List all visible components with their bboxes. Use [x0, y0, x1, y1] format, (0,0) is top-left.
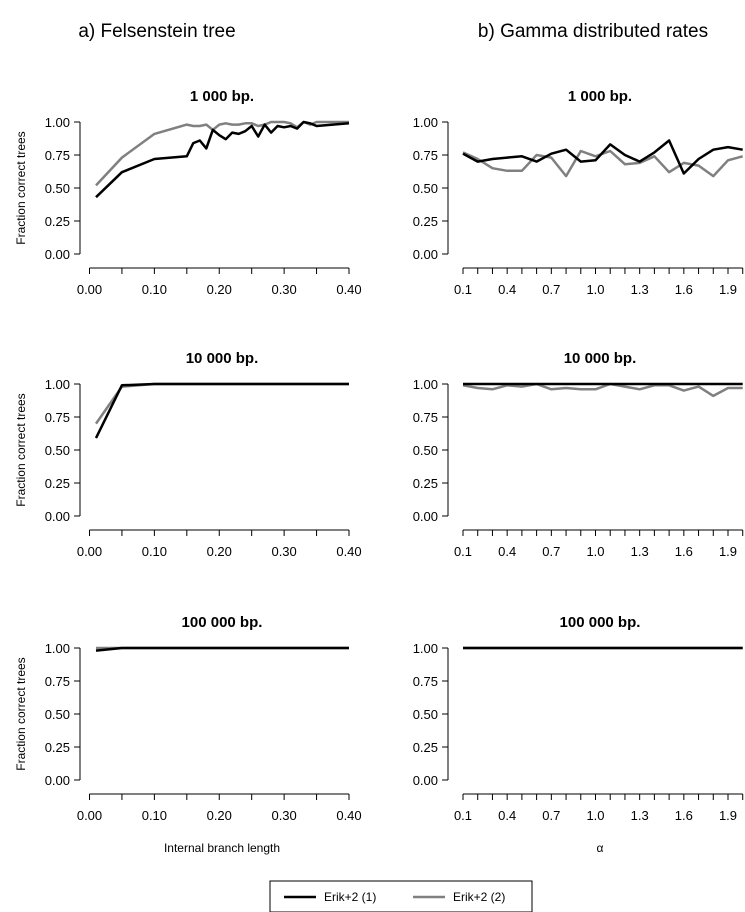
y-tick-label: 0.75: [45, 674, 70, 689]
x-tick-label: 1.0: [586, 544, 604, 559]
x-tick-label: 1.0: [586, 808, 604, 823]
y-tick-label: 0.50: [413, 443, 438, 458]
y-tick-label: 1.00: [413, 377, 438, 392]
series-line-2: [95, 120, 349, 187]
y-tick-label: 1.00: [413, 115, 438, 130]
y-tick-label: 0.50: [45, 181, 70, 196]
series-line-2: [94, 382, 349, 425]
y-tick-label: 0.50: [45, 443, 70, 458]
x-tick-label: 0.1: [454, 544, 472, 559]
x-tick-label: 0.40: [336, 808, 361, 823]
x-tick-label: 1.3: [631, 808, 649, 823]
series-line-2: [462, 382, 743, 398]
x-tick-label: 0.10: [142, 282, 167, 297]
y-tick-label: 0.75: [413, 674, 438, 689]
y-tick-label: 0.75: [45, 148, 70, 163]
y-tick-label: 0.00: [413, 509, 438, 524]
y-tick-label: 1.00: [45, 115, 70, 130]
x-tick-label: 0.4: [498, 544, 516, 559]
y-tick-label: 0.50: [413, 707, 438, 722]
x-tick-label: 0.40: [336, 544, 361, 559]
y-tick-label: 0.25: [45, 476, 70, 491]
y-tick-label: 0.75: [413, 148, 438, 163]
legend: Erik+2 (1) Erik+2 (2): [269, 880, 533, 912]
y-axis-label: Fraction correct trees: [14, 393, 28, 506]
panel-title: 1 000 bp.: [190, 88, 254, 105]
x-tick-label: 0.4: [498, 808, 516, 823]
x-tick-label: 0.40: [336, 282, 361, 297]
x-tick-label: 0.7: [542, 544, 560, 559]
x-tick-label: 1.0: [586, 282, 604, 297]
y-tick-label: 0.00: [45, 509, 70, 524]
series-line-1: [462, 139, 743, 175]
x-tick-label: 0.20: [207, 808, 232, 823]
x-tick-label: 0.00: [77, 808, 102, 823]
x-axis-label: Internal branch length: [164, 841, 280, 855]
plot-panel-1: 1 000 bp. 0.00 0.25 0.50 0.75 1.00 Fraction co…: [14, 88, 362, 297]
x-tick-label: 0.30: [271, 282, 296, 297]
y-tick-label: 0.75: [45, 410, 70, 425]
x-tick-label: 0.7: [542, 808, 560, 823]
x-tick-label: 0.1: [454, 808, 472, 823]
x-tick-label: 0.1: [454, 282, 472, 297]
x-tick-label: 0.10: [142, 808, 167, 823]
x-axis-label: α: [597, 841, 604, 855]
y-tick-label: 1.00: [413, 641, 438, 656]
y-tick-label: 0.00: [45, 773, 70, 788]
x-tick-label: 0.20: [207, 282, 232, 297]
panel-title: 10 000 bp.: [564, 350, 637, 367]
y-tick-label: 0.25: [413, 740, 438, 755]
panel-title: 10 000 bp.: [186, 350, 259, 367]
y-tick-label: 0.50: [413, 181, 438, 196]
plot-panel-4: 10 000 bp. 0.00 0.25 0.50 0.75 1.00 0.1 0.4 0.7 1…: [413, 350, 744, 559]
y-tick-label: 0.00: [45, 247, 70, 262]
x-tick-label: 0.00: [77, 544, 102, 559]
x-tick-label: 1.9: [719, 282, 737, 297]
y-tick-label: 0.25: [413, 476, 438, 491]
y-tick-label: 1.00: [45, 377, 70, 392]
y-tick-label: 0.00: [413, 247, 438, 262]
y-tick-label: 0.00: [413, 773, 438, 788]
x-tick-label: 1.6: [675, 282, 693, 297]
y-tick-label: 0.25: [45, 740, 70, 755]
x-tick-label: 1.9: [719, 544, 737, 559]
x-tick-label: 0.30: [271, 808, 296, 823]
x-tick-label: 0.10: [142, 544, 167, 559]
column-title-a: a) Felsenstein tree: [78, 21, 235, 42]
series-line-1: [95, 646, 349, 652]
x-tick-label: 1.3: [631, 544, 649, 559]
legend-label-series-2: Erik+2 (2): [453, 890, 505, 904]
panels-container: 1 000 bp. 0.00 0.25 0.50 0.75 1.00 Fraction co…: [14, 88, 744, 855]
y-tick-label: 1.00: [45, 641, 70, 656]
y-tick-label: 0.50: [45, 707, 70, 722]
plot-panel-5: 100 000 bp. 0.00 0.25 0.50 0.75 1.00 Fraction …: [14, 614, 362, 855]
y-axis-label: Fraction correct trees: [14, 131, 28, 244]
x-tick-label: 0.20: [207, 544, 232, 559]
x-tick-label: 0.00: [77, 282, 102, 297]
series-line-1: [95, 120, 350, 199]
plot-panel-6: 100 000 bp. 0.00 0.25 0.50 0.75 1.00 0.1 0.4 0.7…: [413, 614, 744, 855]
x-tick-label: 0.4: [498, 282, 516, 297]
legend-label-series-1: Erik+2 (1): [324, 890, 376, 904]
y-tick-label: 0.25: [413, 214, 438, 229]
y-tick-label: 0.75: [413, 410, 438, 425]
column-title-b: b) Gamma distributed rates: [478, 21, 708, 42]
plot-panel-2: 1 000 bp. 0.00 0.25 0.50 0.75 1.00 0.1 0.4 0.7 1.…: [413, 88, 744, 297]
x-tick-label: 1.9: [719, 808, 737, 823]
panel-title: 100 000 bp.: [560, 614, 641, 631]
x-tick-label: 0.7: [542, 282, 560, 297]
y-axis-label: Fraction correct trees: [14, 657, 28, 770]
x-tick-label: 1.6: [675, 544, 693, 559]
y-tick-label: 0.25: [45, 214, 70, 229]
x-tick-label: 1.3: [631, 282, 649, 297]
series-line-1: [94, 382, 349, 439]
plot-panel-3: 10 000 bp. 0.00 0.25 0.50 0.75 1.00 Fraction c…: [14, 350, 362, 559]
panel-title: 1 000 bp.: [568, 88, 632, 105]
x-tick-label: 1.6: [675, 808, 693, 823]
panel-title: 100 000 bp.: [182, 614, 263, 631]
series-line-2: [462, 149, 744, 178]
x-tick-label: 0.30: [271, 544, 296, 559]
